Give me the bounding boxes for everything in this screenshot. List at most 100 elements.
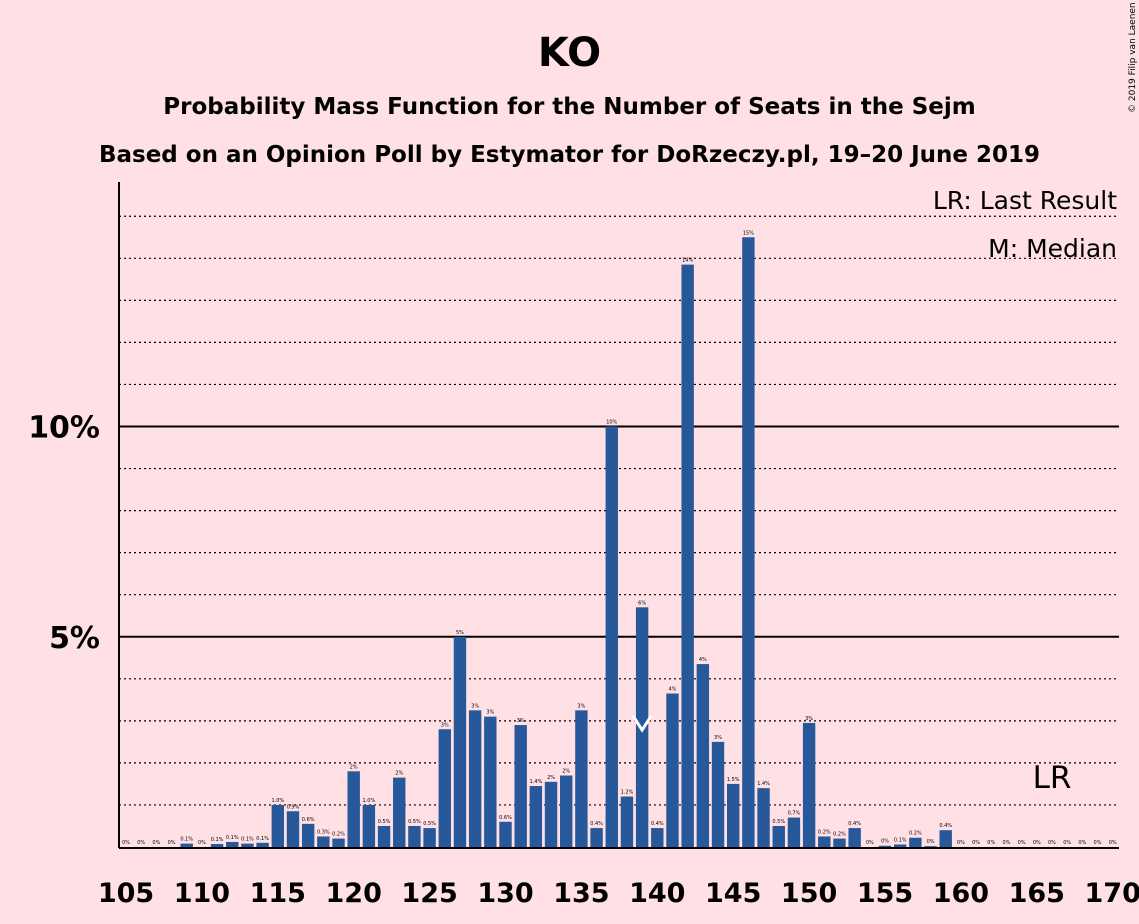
bar-value-label: 0% [927,839,935,845]
bar-seat-109 [180,843,193,847]
bar-seat-133 [544,781,558,847]
bar-seat-114 [256,842,269,847]
bar-value-label: 2% [547,775,555,781]
median-marker [631,715,653,733]
x-tick-label: 105 [98,878,154,909]
bar-seat-146 [742,237,755,847]
bar-value-label: 0.5% [408,819,421,825]
bar-value-label: 3% [441,722,449,728]
bar-value-label: 0.1% [211,837,224,843]
bar-seat-145 [727,783,740,847]
bar-seat-155 [878,845,892,847]
legend-last-result: LR: Last Result [933,186,1117,215]
x-tick-label: 125 [401,878,457,909]
x-axis-ticks: 105 110 115 120 125 130 135 140 145 150 155 160 165 1… [98,878,1139,909]
bar-seat-120 [347,771,360,847]
bar-seat-149 [787,817,801,847]
bar-value-label: 1.2% [621,790,634,796]
bar-value-label: 0% [1048,840,1056,846]
bar-seat-152 [833,838,846,847]
bar-seat-127 [453,636,467,847]
last-result-marker: LR [1033,760,1072,796]
bar-value-label: 0.2% [833,832,846,838]
bar-seat-121 [362,804,376,847]
bar-value-label: 0% [1033,840,1041,846]
bar-seat-137 [605,426,618,847]
bar-value-label: 0.9% [287,804,300,810]
bar-seat-130 [499,821,512,847]
bar-value-label: 3% [471,703,479,709]
bar-value-label: 0.4% [590,821,603,827]
bar-value-label: 0% [137,840,145,846]
y-tick-label: 10% [28,411,100,446]
bar-seat-142 [681,264,694,847]
bar-value-label: 1.0% [363,798,376,804]
bar-value-label: 0.5% [423,821,436,827]
bar-seat-111 [210,844,224,847]
bar-seat-116 [286,811,300,847]
bar-value-label: 0% [957,840,965,846]
bar-seat-117 [301,823,315,847]
bar-value-label: 0% [168,840,176,846]
bar-value-label: 10% [606,420,617,426]
bar-value-label: 0% [1018,840,1026,846]
bar-value-label: 3% [486,710,494,716]
x-tick-label: 115 [250,878,306,909]
x-tick-label: 140 [629,878,685,909]
y-tick-label: 5% [49,621,100,656]
x-tick-label: 120 [326,878,382,909]
bar-value-label: 2% [350,764,358,770]
bar-seat-148 [772,825,785,847]
bar-seat-151 [818,836,831,847]
bar-seat-123 [393,777,406,847]
bar-value-label: 0% [1063,840,1071,846]
bar-value-label: 3% [517,718,525,724]
gridlines [119,215,1119,806]
bar-value-label: 0.5% [378,819,391,825]
bar-seat-157 [909,837,922,847]
bar-seat-158 [924,846,937,847]
bar-seat-131 [514,725,527,847]
markers: LR [631,715,1072,796]
x-tick-label: 165 [1009,878,1065,909]
bar-seat-113 [241,843,254,847]
bar-value-label: 6% [638,600,646,606]
x-tick-label: 130 [477,878,533,909]
bar-seat-150 [802,722,816,847]
bar-value-label: 0.4% [939,823,952,829]
bar-value-label: 4% [669,687,677,693]
bars [180,237,952,847]
bar-seat-135 [575,710,588,847]
bar-value-label: 0.6% [499,815,512,821]
bar-value-label: 1.4% [757,781,770,787]
chart-subtitle: Probability Mass Function for the Number… [163,94,975,120]
x-tick-label: 135 [553,878,609,909]
bar-value-label: 0% [198,840,206,846]
bar-value-label: 0% [1109,840,1117,846]
bar-seat-156 [893,844,907,847]
x-tick-label: 160 [933,878,989,909]
bar-seat-125 [423,828,436,847]
x-tick-label: 145 [705,878,761,909]
x-tick-label: 170 [1085,878,1139,909]
bar-value-label: 0.3% [317,829,330,835]
copyright: © 2019 Filip van Laenen [1128,2,1138,113]
bar-seat-139 [635,607,649,847]
bar-seat-118 [317,836,330,847]
y-axis-ticks: 5% 10% [28,411,100,656]
bar-seat-140 [651,828,664,847]
bar-seat-112 [226,841,239,847]
bar-value-label: 0.1% [894,837,907,843]
bar-value-label: 15% [743,230,754,236]
bar-value-label: 1.4% [530,779,543,785]
bar-value-label: 0.4% [848,821,861,827]
x-tick-label: 150 [781,878,837,909]
bar-seat-124 [408,825,421,847]
x-tick-label: 155 [857,878,913,909]
bar-value-label: 3% [577,703,585,709]
bar-seat-134 [560,775,573,847]
chart-title: KO [538,30,601,76]
bar-value-label: 0% [1002,840,1010,846]
bar-value-label: 2% [562,769,570,775]
